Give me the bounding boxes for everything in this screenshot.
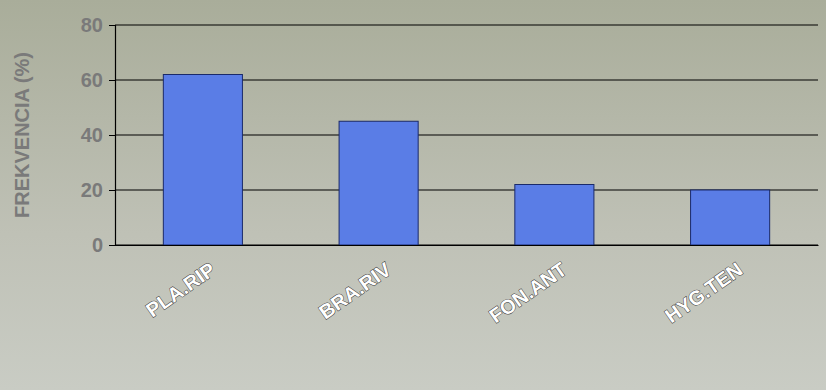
tick-label: PLA.RIP: [142, 258, 219, 321]
tick: PLA.RIP: [142, 245, 219, 321]
tick: 0: [92, 234, 115, 256]
bars: [163, 75, 769, 246]
axis-line: [116, 245, 819, 246]
tick-label: 20: [81, 179, 103, 201]
tick: BRA.RIV: [315, 245, 396, 323]
tick-mark: [109, 245, 115, 246]
tick: 60: [81, 69, 115, 91]
tick-mark: [109, 25, 115, 26]
plot: 0 20 40 60 80 PLA.RIP BRA.RIV FON.ANT HYG.TEN: [81, 14, 819, 327]
tick: HYG.TEN: [661, 245, 746, 327]
bar: [163, 75, 242, 246]
tick: 20: [81, 179, 115, 201]
tick-label: 60: [81, 69, 103, 91]
x-axis: PLA.RIP BRA.RIV FON.ANT HYG.TEN: [116, 245, 819, 327]
tick-label: HYG.TEN: [661, 258, 746, 327]
chart: 0 20 40 60 80 PLA.RIP BRA.RIV FON.ANT HYG.TEN FRE…: [0, 0, 826, 390]
tick-label: 0: [92, 234, 103, 256]
tick-mark: [109, 190, 115, 191]
tick-label: 80: [81, 14, 103, 36]
tick: 80: [81, 14, 115, 36]
tick-label: FON.ANT: [485, 258, 570, 327]
tick-mark: [109, 80, 115, 81]
grid-line: [115, 24, 818, 25]
tick-label: BRA.RIV: [315, 258, 396, 324]
tick-label: 40: [81, 124, 103, 146]
bar: [691, 190, 770, 245]
bar: [515, 185, 594, 246]
y-axis-title: FREKVENCIA (%): [11, 52, 33, 218]
background: [0, 0, 826, 390]
tick: 40: [81, 124, 115, 146]
axis-line: [109, 26, 116, 246]
y-axis: 0 20 40 60 80: [81, 14, 116, 256]
bar: [339, 121, 418, 245]
grid: [115, 25, 818, 245]
tick-mark: [109, 135, 115, 136]
tick: FON.ANT: [485, 245, 570, 327]
